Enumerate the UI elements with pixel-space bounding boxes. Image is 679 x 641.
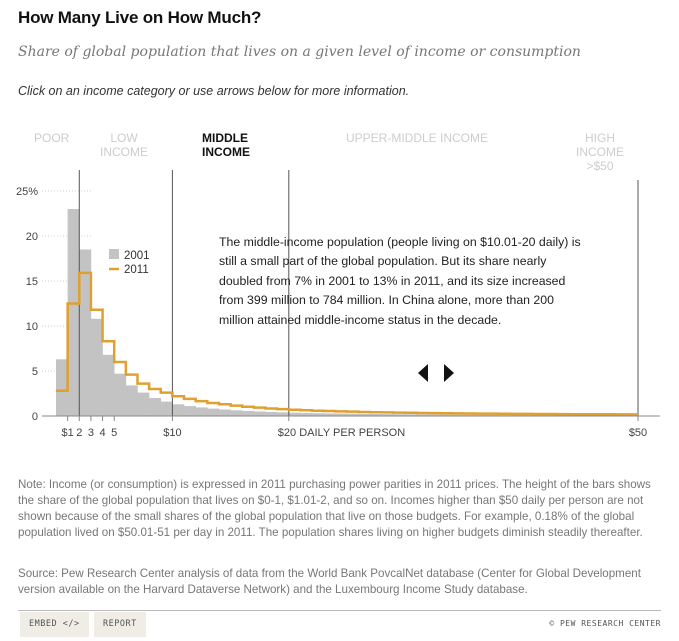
- line-2011: [56, 271, 638, 416]
- bar-2001: [312, 413, 325, 416]
- report-button[interactable]: REPORT: [94, 612, 146, 637]
- category-label: LOW: [110, 131, 138, 145]
- category-high-income[interactable]: HIGH INCOME >$50: [576, 131, 624, 173]
- x-tick-label: 5: [111, 427, 117, 439]
- bar-2001: [544, 414, 557, 416]
- bar-2001: [137, 392, 150, 416]
- bar-2001: [149, 398, 162, 416]
- category-upper-middle-income[interactable]: UPPER-MIDDLE INCOME: [346, 131, 488, 145]
- bar-2001: [347, 413, 359, 416]
- bar-2001: [533, 414, 546, 416]
- bar-2001: [393, 414, 406, 416]
- x-tick-label: $10: [163, 427, 181, 439]
- bar-2001: [184, 406, 196, 416]
- category-middle-income[interactable]: MIDDLE INCOME: [202, 131, 250, 159]
- bar-2001: [300, 412, 313, 416]
- x-tick-label: 3: [88, 427, 94, 439]
- bar-2001: [428, 414, 441, 416]
- y-tick-label: 25%: [16, 186, 38, 198]
- bar-2001: [172, 404, 185, 416]
- bar-2001: [90, 318, 103, 416]
- category-label: INCOME: [576, 145, 624, 159]
- category-label: HIGH: [585, 131, 615, 145]
- x-tick-label: 4: [99, 427, 105, 439]
- legend-label-2001: 2001: [124, 250, 150, 262]
- bar-2001: [358, 413, 371, 416]
- bar-2001: [509, 414, 522, 416]
- y-tick-label: 0: [32, 411, 38, 423]
- bar-2001: [370, 414, 383, 416]
- bar-2001: [475, 414, 487, 416]
- y-tick-label: 20: [26, 231, 38, 243]
- x-tick-label: 2: [76, 427, 82, 439]
- bar-2001: [160, 401, 173, 416]
- bar-2001: [253, 411, 266, 416]
- y-tick-label: 5: [32, 366, 38, 378]
- bar-2001: [335, 413, 348, 416]
- bar-2001: [56, 359, 68, 416]
- bar-2001: [125, 385, 138, 416]
- category-low-income[interactable]: LOW INCOME: [100, 131, 148, 159]
- bar-2001: [102, 354, 115, 416]
- next-arrow-icon[interactable]: [444, 364, 454, 382]
- bar-2001: [451, 414, 464, 416]
- bar-2001: [288, 412, 301, 416]
- bar-2001: [498, 414, 511, 416]
- category-label: MIDDLE: [202, 131, 248, 145]
- bar-2001: [277, 412, 290, 416]
- pew-credit: © PEW RESEARCH CENTER: [549, 619, 661, 628]
- bar-2001: [114, 373, 127, 416]
- category-annotation: The middle-income population (people liv…: [219, 235, 581, 327]
- bar-2001: [486, 414, 499, 416]
- category-label: UPPER-MIDDLE INCOME: [346, 131, 489, 145]
- y-tick-label: 10: [26, 321, 38, 333]
- bar-2001: [218, 409, 231, 416]
- bar-2001: [323, 413, 336, 416]
- bar-2001: [242, 410, 255, 416]
- bar-2001: [265, 411, 278, 416]
- bar-2001: [405, 414, 418, 416]
- chart-note: Note: Income (or consumption) is express…: [18, 478, 651, 539]
- chart-subtitle: Share of global population that lives on…: [18, 44, 581, 60]
- prev-arrow-icon[interactable]: [418, 364, 428, 382]
- bar-2001: [463, 414, 476, 416]
- y-tick-label: 15: [26, 276, 38, 288]
- category-label: INCOME: [100, 145, 148, 159]
- bar-2001: [79, 249, 92, 416]
- bar-2001: [440, 414, 453, 416]
- instruction-text: Click on an income category or use arrow…: [18, 84, 410, 98]
- legend-label-2011: 2011: [124, 264, 149, 276]
- bar-2001: [521, 414, 534, 416]
- x-tick-label: $50: [629, 427, 647, 439]
- bar-2001: [381, 414, 394, 416]
- category-label: POOR: [34, 131, 70, 145]
- bar-2001: [207, 408, 220, 416]
- embed-button[interactable]: EMBED </>: [20, 612, 89, 637]
- chart-source: Source: Pew Research Center analysis of …: [18, 567, 641, 596]
- chart-title: How Many Live on How Much?: [18, 8, 262, 27]
- category-poor[interactable]: POOR: [34, 131, 69, 145]
- category-label: >$50: [586, 159, 614, 173]
- footer-divider: [18, 610, 661, 611]
- category-label: INCOME: [202, 145, 250, 159]
- x-tick-label: $1: [62, 427, 74, 439]
- x-tick-label: $20 DAILY PER PERSON: [278, 427, 405, 439]
- bar-2001: [230, 410, 243, 416]
- bar-2001: [195, 407, 208, 416]
- bar-2001: [416, 414, 429, 416]
- legend-swatch-2001: [109, 249, 119, 259]
- bar-2001: [67, 209, 80, 416]
